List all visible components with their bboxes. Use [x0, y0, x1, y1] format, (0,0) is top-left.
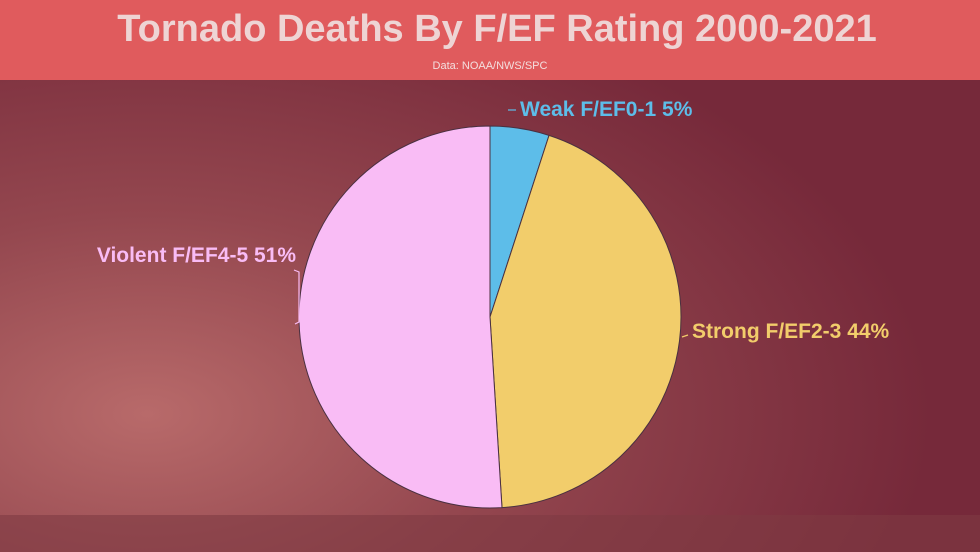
- chart-subtitle: Data: NOAA/NWS/SPC: [433, 60, 548, 72]
- leader-line: [293, 269, 300, 325]
- leader-line: [681, 334, 689, 338]
- value-label: 51%: [254, 244, 296, 267]
- value-label: 44%: [847, 320, 889, 343]
- category-label: Violent F/EF4-5: [97, 244, 249, 267]
- pie: [298, 125, 682, 509]
- category-label: Strong F/EF2-3: [692, 320, 841, 343]
- value-label: 5%: [662, 98, 693, 121]
- pie-slice: [298, 125, 503, 509]
- pie-slice: [489, 134, 682, 509]
- header-band: [0, 0, 980, 80]
- category-label: Weak F/EF0-1: [520, 98, 656, 121]
- slice-label: Violent F/EF4-5 51%: [97, 244, 297, 267]
- ground: [0, 515, 980, 552]
- chart-title: Tornado Deaths By F/EF Rating 2000-2021: [117, 8, 877, 50]
- slice-label: Weak F/EF0-1 5%: [520, 98, 693, 121]
- slice-label: Strong F/EF2-3 44%: [692, 320, 890, 343]
